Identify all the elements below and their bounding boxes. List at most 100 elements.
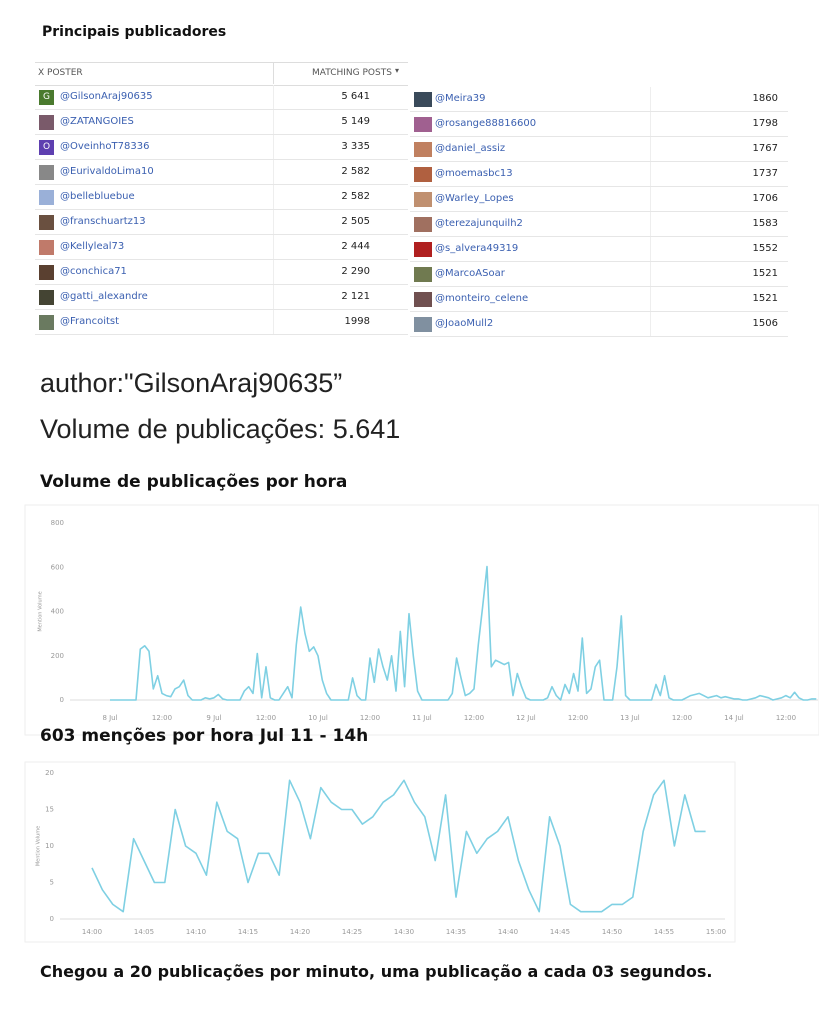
post-count: 5 641 [341,91,370,102]
row-line [35,334,408,335]
col-sep [273,135,274,159]
x-tick-label: 14:45 [550,928,570,936]
header: MATCHING POSTS [312,68,392,78]
poster-name: @GilsonAraj90635 [60,91,153,102]
poster-name: @Meira39 [435,93,486,104]
y-axis-title: Mention Volume [36,826,42,866]
y-tick-label: 10 [45,842,54,850]
conclusion: Chegou a 20 publicações por minuto, uma … [40,962,713,981]
x-tick-label: 12:00 [360,714,380,722]
x-tick-label: 11 Jul [412,714,432,722]
poster-name: @terezajunquilh2 [435,218,523,229]
post-count: 2 582 [341,166,370,177]
col-sep [273,185,274,209]
y-tick-label: 800 [51,519,64,527]
avatar [39,315,54,330]
post-count: 5 149 [341,116,370,127]
row-line [410,261,788,262]
poster-name: @Kellyleal73 [60,241,125,252]
y-axis-title: Mention Volume [38,591,44,631]
avatar [414,267,432,282]
header: X POSTER [38,68,83,78]
avatar [414,192,432,207]
chart-frame [24,504,819,736]
col-sep [650,162,651,186]
y-tick-label: 400 [51,608,64,616]
row-line [410,186,788,187]
poster-name: @EurivaldoLima10 [60,166,154,177]
row-line [410,161,788,162]
x-tick-label: 14:10 [186,928,206,936]
post-count: 1552 [752,243,778,254]
row-line [35,184,408,185]
col-sep [650,112,651,136]
row-line [410,311,788,312]
volume: Volume de publicações: 5.641 [40,414,401,444]
x-tick-label: 8 Jul [102,714,117,722]
avatar: O [39,140,54,155]
poster-name: @daniel_assiz [435,143,506,154]
x-tick-label: 14:15 [238,928,258,936]
post-count: 2 582 [341,191,370,202]
poster-name: @conchica71 [60,266,127,277]
post-count: 1521 [752,268,778,279]
row-line [35,209,408,210]
poster-name: @Warley_Lopes [435,193,514,204]
row-line [410,336,788,337]
x-tick-label: 10 Jul [308,714,328,722]
avatar [39,265,54,280]
header-sep [273,62,274,84]
row-line [35,309,408,310]
row-line [410,286,788,287]
poster-name: @bellebluebue [60,191,135,202]
row-line [410,211,788,212]
avatar [39,215,54,230]
col-sep [273,85,274,109]
x-tick-label: 14:40 [498,928,518,936]
avatar [414,292,432,307]
post-count: 2 444 [341,241,370,252]
y-tick-label: 200 [51,652,64,660]
avatar [39,290,54,305]
post-count: 3 335 [341,141,370,152]
col-sep [273,285,274,309]
row-line [410,136,788,137]
table-title: Principais publicadores [42,24,227,40]
x-tick-label: 14:55 [654,928,674,936]
post-count: 1583 [752,218,778,229]
chart-title: 603 menções por hora Jul 11 - 14h [40,726,369,746]
row-line [35,159,408,160]
chart-frame [24,761,736,943]
col-sep [650,237,651,261]
col-sep [650,137,651,161]
col-sep [273,160,274,184]
x-tick-label: 14:35 [446,928,466,936]
sort-arrow: ▾ [395,66,400,75]
poster-name: @franschuartz13 [60,216,146,227]
col-sep [273,110,274,134]
x-tick-label: 14:30 [394,928,414,936]
post-count: 1998 [344,316,370,327]
poster-name: @ZATANGOIES [60,116,134,127]
post-count: 1521 [752,293,778,304]
row-line [35,259,408,260]
x-tick-label: 14:50 [602,928,622,936]
poster-name: @s_alvera49319 [435,243,519,254]
line [110,565,817,701]
x-tick-label: 14:05 [134,928,154,936]
avatar [414,92,432,107]
poster-name: @JoaoMull2 [435,318,494,329]
poster-name: @Francoitst [60,316,120,327]
x-tick-label: 12:00 [464,714,484,722]
x-tick-label: 14 Jul [724,714,744,722]
col-sep [650,87,651,111]
col-sep [650,312,651,336]
post-count: 2 290 [341,266,370,277]
avatar [414,242,432,257]
author: author:"GilsonAraj90635” [40,368,343,398]
row-line [410,236,788,237]
line [91,779,706,913]
avatar [414,117,432,132]
